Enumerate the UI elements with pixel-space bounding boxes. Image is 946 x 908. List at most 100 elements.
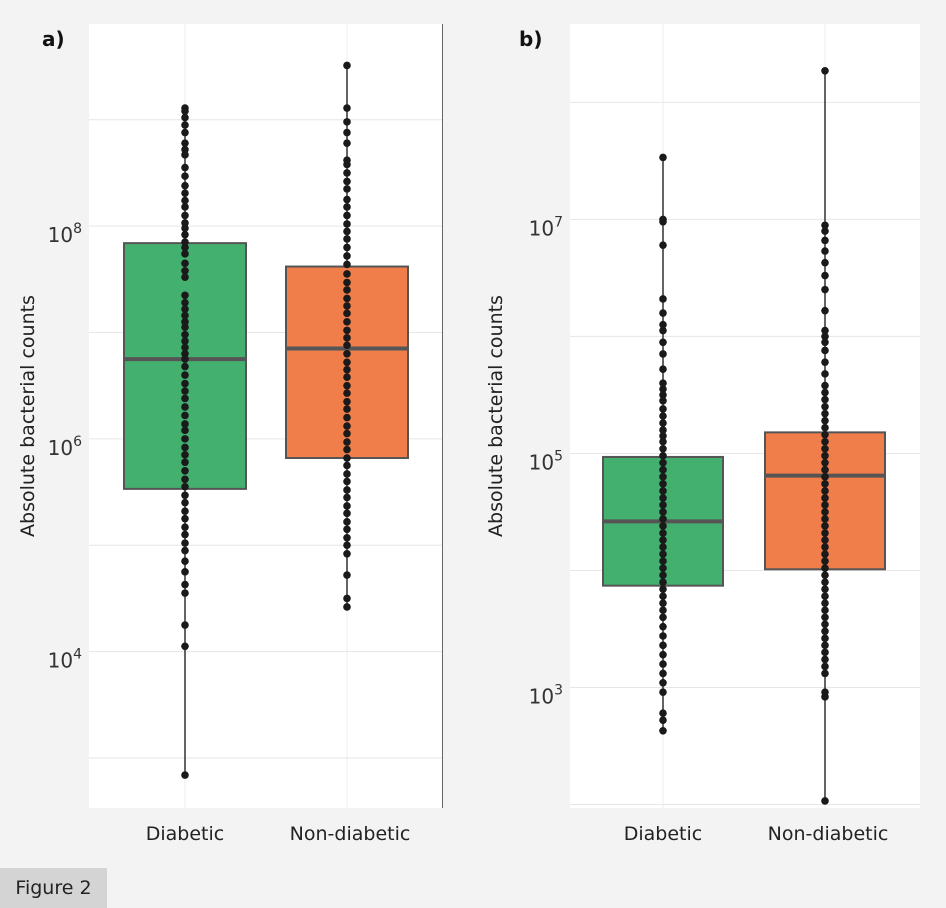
data-point: [659, 459, 667, 467]
data-point: [659, 487, 667, 495]
data-points: [181, 61, 351, 779]
data-point: [821, 338, 829, 347]
y-axis-title: Absolute bacterial counts: [17, 295, 39, 537]
panel-b: 103 105 107 Diabetic Non-diabetic Absolute…: [485, 24, 920, 845]
data-point: [181, 458, 189, 467]
data-point: [181, 203, 189, 211]
data-point: [821, 627, 829, 636]
data-point: [343, 341, 351, 350]
data-point: [821, 221, 829, 230]
data-point: [181, 189, 189, 197]
data-point: [821, 693, 829, 701]
data-point: [343, 493, 351, 502]
data-point: [821, 536, 829, 544]
y-tick-label: 104: [48, 647, 82, 673]
data-point: [659, 451, 667, 460]
data-point: [343, 286, 351, 294]
data-point: [343, 278, 351, 287]
data-point: [821, 247, 829, 255]
data-point: [343, 365, 351, 374]
data-point: [821, 402, 829, 411]
data-point: [343, 461, 351, 470]
data-point: [821, 473, 829, 481]
data-point: [659, 641, 667, 650]
data-point: [821, 236, 829, 245]
data-point: [821, 346, 829, 355]
data-point: [343, 518, 351, 526]
data-point: [659, 391, 667, 399]
data-point: [181, 523, 189, 531]
data-point: [343, 541, 351, 550]
data-point: [343, 227, 351, 236]
data-point: [659, 426, 667, 434]
data-point: [343, 169, 351, 177]
data-point: [343, 502, 351, 510]
data-point: [343, 429, 351, 438]
data-point: [343, 454, 351, 462]
data-point: [659, 350, 667, 358]
data-point: [343, 422, 351, 430]
data-point: [821, 466, 829, 474]
data-point: [181, 273, 189, 281]
data-point: [343, 118, 351, 126]
figure-caption: Figure 2: [0, 868, 107, 908]
data-point: [659, 660, 667, 668]
x-category-label: Diabetic: [624, 823, 702, 845]
data-point: [821, 515, 829, 523]
data-point: [343, 252, 351, 260]
data-point: [181, 621, 189, 629]
data-point: [821, 557, 829, 565]
x-category-label: Non-diabetic: [768, 823, 889, 845]
data-point: [821, 543, 829, 551]
data-point: [181, 379, 189, 388]
data-point: [343, 104, 351, 112]
data-point: [181, 411, 189, 420]
data-point: [181, 530, 189, 539]
data-point: [659, 564, 667, 572]
data-point: [181, 498, 189, 507]
data-point: [659, 632, 667, 640]
data-point: [343, 220, 351, 228]
data-point: [659, 217, 667, 226]
data-point: [821, 592, 829, 601]
data-point: [659, 326, 667, 335]
data-point: [821, 613, 829, 622]
data-point: [821, 480, 829, 488]
data-point: [659, 650, 667, 659]
data-point: [181, 243, 189, 252]
data-point: [181, 139, 189, 147]
data-point: [659, 396, 667, 405]
data-point: [659, 716, 667, 725]
data-point: [659, 522, 667, 530]
data-point: [181, 266, 189, 275]
data-point: [343, 309, 351, 318]
data-point: [343, 326, 351, 335]
data-point: [659, 613, 667, 622]
data-point: [659, 726, 667, 735]
data-point: [181, 771, 189, 779]
data-point: [181, 482, 189, 491]
data-point: [821, 332, 829, 341]
data-point: [659, 578, 667, 586]
data-point: [181, 394, 189, 403]
data-point: [659, 444, 667, 453]
data-point: [659, 515, 667, 523]
data-point: [181, 318, 189, 326]
data-point: [821, 409, 829, 418]
data-point: [659, 153, 667, 162]
data-point: [181, 491, 189, 500]
data-point: [343, 243, 351, 252]
data-point: [821, 529, 829, 537]
data-point: [181, 580, 189, 589]
data-point: [343, 389, 351, 397]
data-point: [821, 641, 829, 650]
data-point: [821, 669, 829, 678]
data-point: [343, 235, 351, 243]
data-point: [343, 160, 351, 169]
data-point: [181, 343, 189, 352]
data-point: [821, 564, 829, 572]
data-point: [821, 585, 829, 593]
data-point: [181, 145, 189, 154]
data-point: [821, 606, 829, 615]
data-point: [659, 678, 667, 687]
